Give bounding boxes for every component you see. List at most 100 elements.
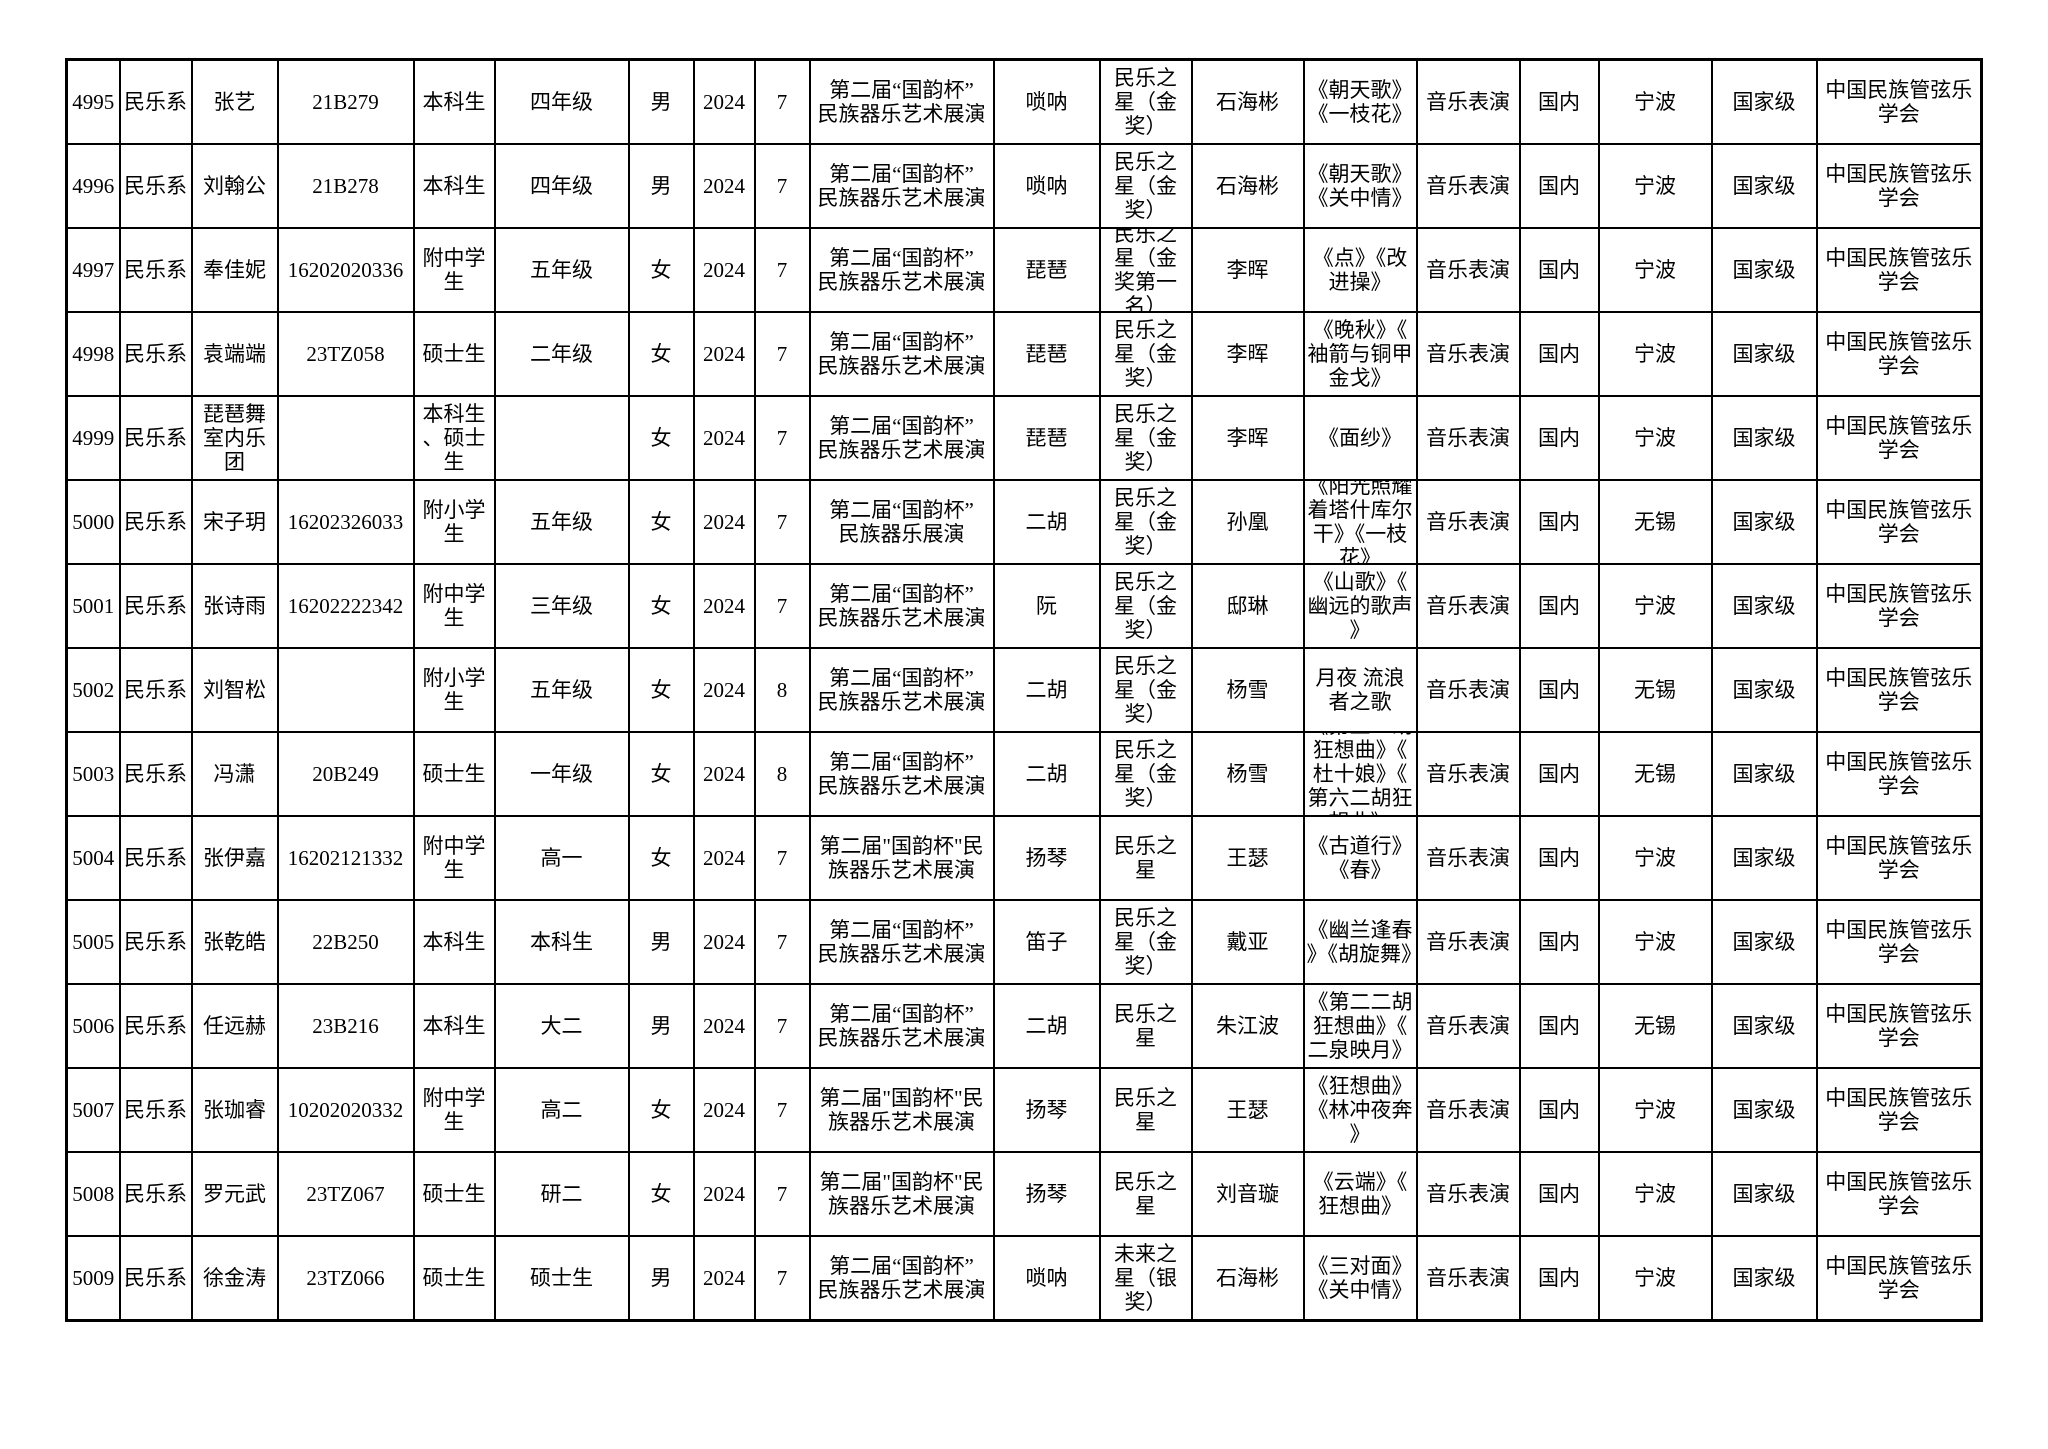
cell-text: 7 bbox=[776, 174, 788, 198]
cell-content: 音乐表演 bbox=[1419, 566, 1518, 646]
cell-content: 国家级 bbox=[1714, 818, 1815, 898]
cell-content: 无锡 bbox=[1601, 482, 1710, 562]
cell-content: 附小学生 bbox=[416, 650, 493, 730]
cell-content: 中国民族管弦乐学会 bbox=[1819, 986, 1980, 1066]
cell-text: 奉佳妮 bbox=[203, 258, 266, 282]
cell-content: 第二届“国韵杯” 民族器乐艺术展演 bbox=[812, 566, 992, 646]
cell-text: 7 bbox=[776, 510, 788, 534]
awards-table-body: 4995 民乐系 张艺 21B279 本科生 四年级男 2024 7 第二届“国韵杯” 民族器乐… bbox=[65, 58, 1983, 1322]
cell-content: 中国民族管弦乐学会 bbox=[1819, 1238, 1980, 1319]
table-cell: 高一 bbox=[493, 815, 630, 901]
cell-text: 无锡 bbox=[1634, 762, 1676, 786]
cell-content: 22B250 bbox=[280, 902, 412, 982]
cell-content: 国家级 bbox=[1714, 734, 1815, 814]
cell-content: 5003 bbox=[69, 734, 118, 814]
cell-text: 第二届“国韵杯” 民族器乐艺术展演 bbox=[817, 918, 986, 966]
table-row: 4999 民乐系 琵琶舞室内乐团 本科生、硕士生 女 2024 7 第二届“国韵杯” 民族器乐… bbox=[65, 395, 1983, 481]
table-cell: 民乐之星（金奖） bbox=[1098, 899, 1193, 985]
cell-text: 国家级 bbox=[1732, 1182, 1796, 1206]
cell-content: 扬琴 bbox=[996, 1154, 1098, 1234]
cell-text: 民乐之星（金奖） bbox=[1114, 486, 1177, 558]
cell-content: 宁波 bbox=[1601, 398, 1710, 478]
cell-text: 民乐系 bbox=[124, 594, 187, 618]
cell-text: 中国民族管弦乐学会 bbox=[1825, 330, 1973, 378]
cell-text: 民乐之星（金奖） bbox=[1114, 906, 1177, 978]
cell-text: 五年级 bbox=[530, 510, 593, 534]
cell-text: 民乐之星（金奖） bbox=[1114, 318, 1177, 390]
cell-content: 5007 bbox=[69, 1070, 118, 1150]
cell-text: 音乐表演 bbox=[1426, 678, 1510, 702]
cell-text: 民乐之星（金奖） bbox=[1114, 66, 1177, 138]
table-row: 5000 民乐系 宋子玥 16202326033 附小学生 五年级 女 2024 7 第二届“国韵… bbox=[65, 479, 1983, 565]
cell-text: 10202020332 bbox=[287, 1098, 404, 1122]
cell-text: 国家级 bbox=[1732, 930, 1796, 954]
cell-content: 音乐表演 bbox=[1419, 146, 1518, 226]
cell-text: 高二 bbox=[540, 1098, 583, 1122]
cell-content: 7 bbox=[757, 230, 808, 310]
cell-text: 2024 bbox=[703, 846, 745, 870]
cell-text: 5003 bbox=[72, 762, 115, 786]
cell-text: 男 bbox=[650, 930, 672, 954]
table-cell: 李晖 bbox=[1190, 311, 1305, 397]
table-cell: 宁波 bbox=[1597, 395, 1713, 481]
cell-content: 7 bbox=[757, 398, 808, 478]
cell-content: 琵琶 bbox=[996, 314, 1098, 394]
cell-content: 李晖 bbox=[1194, 230, 1302, 310]
cell-content: 附小学生 bbox=[416, 482, 493, 562]
cell-text: 高一 bbox=[540, 846, 583, 870]
table-cell: 民乐系 bbox=[118, 563, 193, 649]
awards-table: 4995 民乐系 张艺 21B279 本科生 四年级男 2024 7 第二届“国韵杯” 民族器乐… bbox=[65, 58, 1983, 1322]
table-cell: 徐金涛 bbox=[190, 1235, 279, 1322]
cell-content: 女 bbox=[631, 650, 692, 730]
cell-content: 中国民族管弦乐学会 bbox=[1819, 650, 1980, 730]
cell-text: 中国民族管弦乐学会 bbox=[1825, 246, 1973, 294]
cell-text: 国家级 bbox=[1732, 1014, 1796, 1038]
cell-text: 中国民族管弦乐学会 bbox=[1825, 582, 1973, 630]
table-cell: 唢呐 bbox=[992, 58, 1101, 145]
table-cell: 女 bbox=[627, 395, 695, 481]
table-cell: 国家级 bbox=[1710, 143, 1818, 229]
cell-content: 民乐之星（金奖） bbox=[1102, 398, 1190, 478]
cell-text: 国内 bbox=[1538, 1098, 1580, 1122]
cell-text: 5000 bbox=[72, 510, 115, 534]
cell-content: 国家级 bbox=[1714, 482, 1815, 562]
cell-text: 本科生 bbox=[530, 930, 593, 954]
table-cell: 扬琴 bbox=[992, 1067, 1101, 1153]
cell-text: 第二届“国韵杯” 民族器乐艺术展演 bbox=[817, 162, 986, 210]
table-cell: 音乐表演 bbox=[1415, 58, 1521, 145]
cell-content: 16202020336 bbox=[280, 230, 412, 310]
cell-content: 孙凰 bbox=[1194, 482, 1302, 562]
cell-content: 女 bbox=[631, 566, 692, 646]
cell-text: 音乐表演 bbox=[1426, 1182, 1510, 1206]
table-cell: 中国民族管弦乐学会 bbox=[1815, 395, 1983, 481]
cell-text: 宁波 bbox=[1634, 342, 1676, 366]
table-cell: 中国民族管弦乐学会 bbox=[1815, 1151, 1983, 1237]
table-cell: 5002 bbox=[65, 647, 121, 733]
cell-text: 第二届“国韵杯” 民族器乐艺术展演 bbox=[817, 78, 986, 126]
cell-text: 月夜 流浪者之歌 bbox=[1315, 666, 1405, 714]
table-row: 5002 民乐系 刘智松 附小学生 五年级 女 2024 8 第二届“国韵杯” 民族器乐艺术展演… bbox=[65, 647, 1983, 733]
cell-content: 国家级 bbox=[1714, 398, 1815, 478]
cell-content: 国家级 bbox=[1714, 1070, 1815, 1150]
cell-text: 第二届“国韵杯” 民族器乐艺术展演 bbox=[817, 582, 986, 630]
cell-content: 中国民族管弦乐学会 bbox=[1819, 734, 1980, 814]
cell-content: 7 bbox=[757, 902, 808, 982]
table-cell: 第二届“国韵杯” 民族器乐艺术展演 bbox=[808, 311, 995, 397]
table-cell: 民乐之星（金奖） bbox=[1098, 479, 1193, 565]
cell-content: 宋子玥 bbox=[194, 482, 276, 562]
cell-content: 民乐系 bbox=[122, 146, 190, 226]
cell-content: 刘智松 bbox=[194, 650, 276, 730]
table-cell bbox=[276, 395, 415, 481]
table-cell: 琵琶 bbox=[992, 395, 1101, 481]
cell-content: 石海彬 bbox=[1194, 146, 1302, 226]
cell-content: 国家级 bbox=[1714, 61, 1815, 142]
table-cell: 琵琶舞室内乐团 bbox=[190, 395, 279, 481]
table-cell: 音乐表演 bbox=[1415, 983, 1521, 1069]
cell-content: 4997 bbox=[69, 230, 118, 310]
cell-text: 李晖 bbox=[1226, 342, 1269, 366]
cell-text: 民乐系 bbox=[124, 930, 187, 954]
cell-text: 国家级 bbox=[1732, 678, 1796, 702]
cell-text: 扬琴 bbox=[1025, 1182, 1068, 1206]
table-cell: 杨雪 bbox=[1190, 731, 1305, 817]
table-cell: 国家级 bbox=[1710, 563, 1818, 649]
